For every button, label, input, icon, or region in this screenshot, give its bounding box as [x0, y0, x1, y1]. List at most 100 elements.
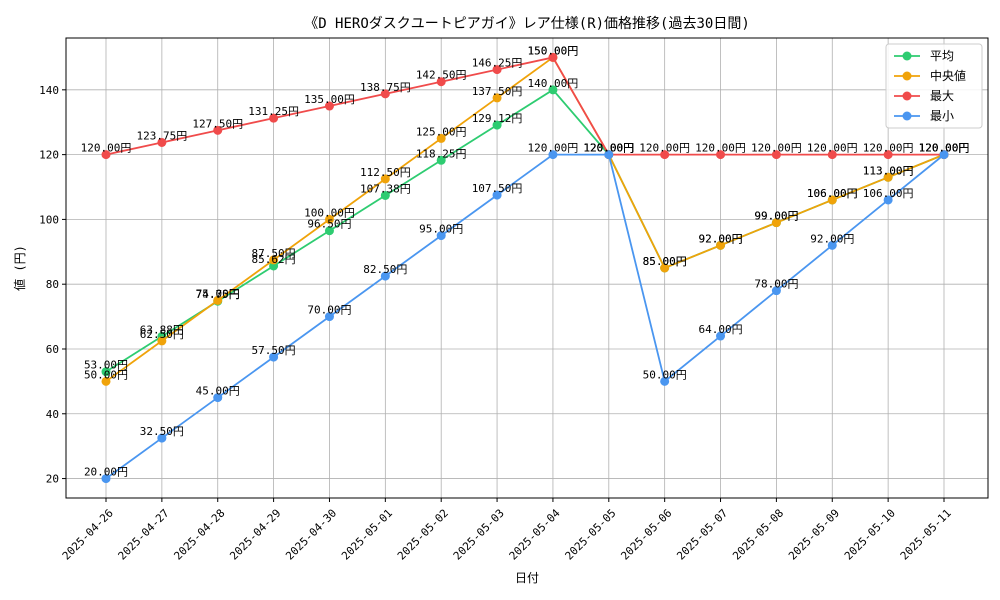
y-tick-label: 120	[39, 149, 59, 162]
data-label: 106.00円	[863, 187, 914, 200]
x-tick-label: 2025-05-03	[451, 507, 507, 563]
data-label: 120.00円	[583, 142, 634, 155]
data-label: 95.00円	[419, 223, 463, 236]
data-label: 106.00円	[807, 187, 858, 200]
y-tick-label: 40	[46, 408, 59, 421]
data-label: 85.00円	[643, 255, 687, 268]
legend-marker	[902, 91, 912, 101]
data-label: 120.00円	[807, 142, 858, 155]
y-tick-label: 100	[39, 213, 59, 226]
data-point	[827, 195, 837, 205]
data-label: 74.75円	[196, 288, 240, 301]
x-tick-label: 2025-05-11	[898, 507, 954, 563]
data-label: 20.00円	[84, 466, 128, 479]
data-label: 120.00円	[639, 142, 690, 155]
data-label: 112.50円	[360, 166, 411, 179]
x-tick-label: 2025-04-30	[283, 507, 339, 563]
data-label: 100.00円	[304, 206, 355, 219]
series-line	[105, 56, 944, 156]
data-label: 120.00円	[583, 142, 634, 155]
data-label: 120.00円	[919, 142, 970, 155]
data-point	[548, 85, 558, 95]
data-point	[101, 376, 111, 386]
data-label: 140.00円	[528, 77, 579, 90]
data-point	[492, 93, 502, 103]
data-point	[716, 150, 726, 160]
data-label: 137.50円	[472, 85, 523, 98]
x-tick-label: 2025-05-08	[730, 507, 786, 563]
x-tick-label: 2025-05-10	[842, 507, 898, 563]
data-point	[380, 271, 390, 281]
legend-marker	[902, 71, 912, 81]
y-tick-label: 60	[46, 343, 59, 356]
data-label: 87.50円	[252, 247, 296, 260]
data-point	[269, 255, 279, 265]
x-tick-layer: 2025-04-26 2025-04-27 2025-04-28 2025-04-29…	[60, 498, 954, 563]
data-label: 50.00円	[84, 368, 128, 381]
data-point	[269, 113, 279, 123]
data-point	[269, 352, 279, 362]
data-label: 120.00円	[919, 142, 970, 155]
data-label: 120.00円	[528, 142, 579, 155]
data-label: 107.50円	[472, 182, 523, 195]
y-tick-label: 20	[46, 473, 59, 486]
data-point	[324, 214, 334, 224]
data-label: 53.00円	[84, 359, 128, 372]
data-point	[660, 376, 670, 386]
data-label: 135.00円	[304, 93, 355, 106]
x-tick-label: 2025-05-05	[563, 507, 619, 563]
data-point	[771, 150, 781, 160]
data-point	[380, 89, 390, 99]
data-point	[380, 191, 390, 201]
data-label: 131.25円	[248, 105, 299, 118]
data-point	[324, 226, 334, 236]
data-label: 99.00円	[754, 210, 798, 223]
data-label: 62.50円	[140, 328, 184, 341]
data-label: 64.00円	[698, 323, 742, 336]
data-point	[436, 77, 446, 87]
data-point	[436, 231, 446, 241]
data-point	[716, 240, 726, 250]
data-label: 146.25円	[472, 57, 523, 70]
data-label: 92.00円	[810, 232, 854, 245]
data-label: 123.75円	[136, 129, 187, 142]
data-point	[492, 190, 502, 200]
data-label: 118.25円	[416, 147, 467, 160]
data-label: 99.00円	[754, 210, 798, 223]
data-point	[716, 331, 726, 341]
data-point	[324, 101, 334, 111]
data-point	[436, 133, 446, 143]
x-tick-label: 2025-04-28	[171, 507, 227, 563]
data-label: 32.50円	[140, 425, 184, 438]
data-label: 120.00円	[919, 142, 970, 155]
x-tick-label: 2025-04-29	[227, 507, 283, 563]
data-label: 63.88円	[140, 323, 184, 336]
series-line	[105, 88, 945, 373]
data-point	[213, 295, 223, 305]
x-tick-label: 2025-05-02	[395, 507, 451, 563]
legend-label: 中央値	[930, 68, 966, 83]
data-point	[604, 150, 614, 160]
data-label: 150.00円	[528, 44, 579, 57]
data-point	[436, 155, 446, 165]
data-point	[939, 150, 949, 160]
legend-item: 最小	[894, 109, 954, 123]
data-label: 120.00円	[583, 142, 634, 155]
data-label: 120.00円	[919, 142, 970, 155]
y-tick-label: 140	[39, 84, 59, 97]
data-point	[157, 336, 167, 346]
legend-item: 中央値	[894, 68, 966, 83]
data-point	[101, 474, 111, 484]
data-point	[827, 240, 837, 250]
data-label: 120.00円	[751, 142, 802, 155]
data-label: 127.50円	[192, 117, 243, 130]
data-label: 138.75円	[360, 81, 411, 94]
series-line	[105, 56, 945, 383]
chart-title: 《D HEROダスクユートピアガイ》レア仕様(R)価格推移(過去30日間)	[304, 16, 750, 32]
data-point	[324, 312, 334, 322]
series-layer	[101, 52, 949, 484]
data-point	[213, 393, 223, 403]
data-label: 113.00円	[863, 164, 914, 177]
